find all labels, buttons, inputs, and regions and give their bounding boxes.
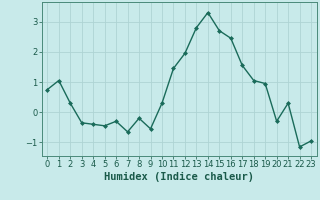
X-axis label: Humidex (Indice chaleur): Humidex (Indice chaleur)	[104, 172, 254, 182]
